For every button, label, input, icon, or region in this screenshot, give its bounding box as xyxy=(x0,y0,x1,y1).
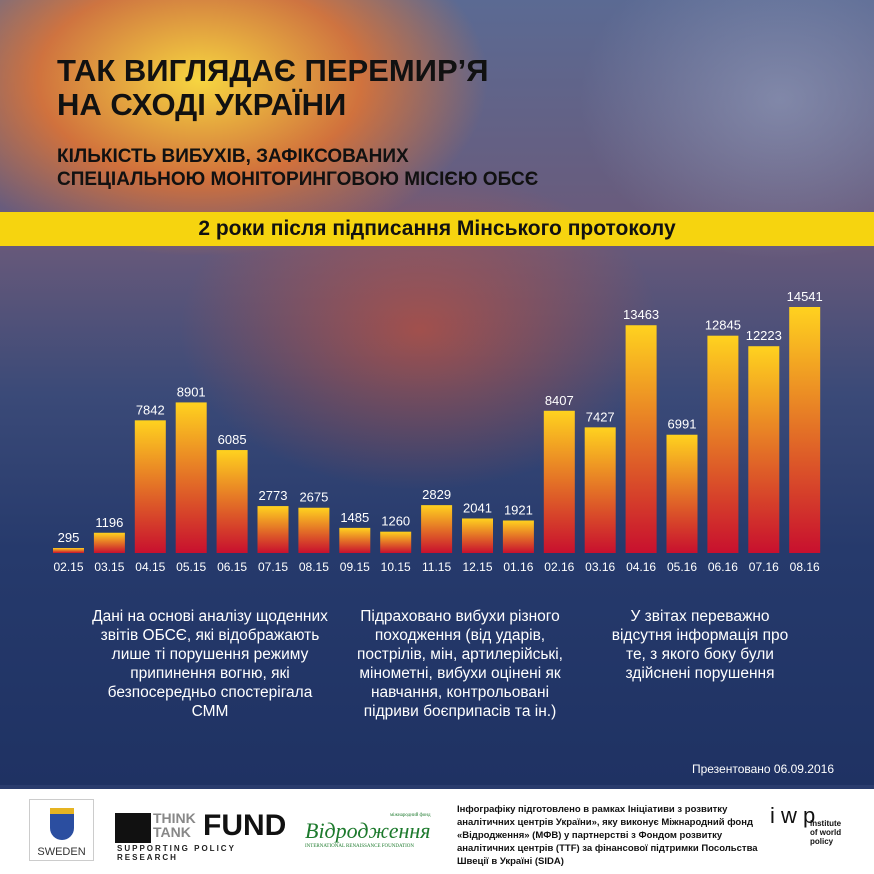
bar-12.15 xyxy=(462,518,493,553)
bar-07.16 xyxy=(748,346,780,553)
bar-07.15 xyxy=(257,506,289,553)
renaissance-foundation-logo: міжнародний фонд Відродження INTERNATIONAL… xyxy=(305,813,431,849)
x-tick-label: 07.15 xyxy=(258,560,288,574)
x-tick-label: 08.15 xyxy=(299,560,329,574)
x-tick-label: 12.15 xyxy=(462,560,492,574)
x-tick-label: 06.15 xyxy=(217,560,247,574)
x-tick-label: 06.16 xyxy=(708,560,738,574)
x-tick-label: 11.15 xyxy=(422,560,451,574)
value-label: 1485 xyxy=(340,510,369,525)
note-2: Підраховано вибухи різного походження (в… xyxy=(357,608,563,720)
x-tick-label: 09.15 xyxy=(340,560,370,574)
value-label: 2773 xyxy=(259,488,288,503)
x-tick-label: 04.15 xyxy=(135,560,165,574)
value-label: 7427 xyxy=(586,409,615,424)
value-label: 6085 xyxy=(218,432,247,447)
x-tick-label: 03.16 xyxy=(585,560,615,574)
x-tick-label: 04.16 xyxy=(626,560,656,574)
value-label: 2041 xyxy=(463,500,492,515)
x-tick-label: 02.15 xyxy=(53,560,83,574)
page-title: Так виглядає перемир’я на Сході України xyxy=(57,53,489,122)
value-label: 1196 xyxy=(95,515,123,530)
x-tick-label: 02.16 xyxy=(544,560,574,574)
bar-10.15 xyxy=(380,531,412,553)
iwp-logo: i w p institute of world policy xyxy=(770,803,842,846)
bar-05.15 xyxy=(175,402,207,553)
sweden-logo: SWEDEN xyxy=(29,799,94,861)
x-tick-label: 10.15 xyxy=(381,560,411,574)
value-label: 14541 xyxy=(787,289,823,304)
value-label: 2829 xyxy=(422,487,451,502)
footer: SWEDEN THINK TANK FUND SUPPORTING POLICY RE… xyxy=(0,785,874,874)
value-label: 8407 xyxy=(545,393,574,408)
bar-04.15 xyxy=(134,420,166,553)
bar-08.15 xyxy=(298,507,330,553)
note-1: Дані на основі аналізу щоденних звітів О… xyxy=(92,608,328,720)
bar-02.16 xyxy=(543,410,575,553)
subtitle: Кількість вибухів, зафіксованих спеціальн… xyxy=(57,146,539,190)
value-label: 8901 xyxy=(177,384,206,399)
bar-03.15 xyxy=(93,532,125,553)
value-label: 6991 xyxy=(668,417,697,432)
bar-03.16 xyxy=(584,427,616,553)
x-tick-label: 08.16 xyxy=(790,560,820,574)
value-label: 12223 xyxy=(746,328,782,343)
bar-chart: 295 02.15 1196 03.15 7842 04.15 8901 05.15 6085 0… xyxy=(53,289,823,574)
value-label: 13463 xyxy=(623,307,659,322)
footer-credits: Інфографіку підготовлено в рамках Ініціа… xyxy=(457,804,758,867)
think-tank-fund-logo: THINK TANK FUND SUPPORTING POLICY RESEARCH xyxy=(115,809,287,862)
note-3: У звітах переважно відсутня інформація п… xyxy=(611,608,789,682)
bar-09.15 xyxy=(339,527,371,553)
value-label: 2675 xyxy=(299,490,328,505)
bar-01.16 xyxy=(502,520,534,553)
bar-05.16 xyxy=(666,434,698,553)
bar-04.16 xyxy=(625,325,657,553)
crown-crest-icon xyxy=(50,808,74,840)
bar-06.15 xyxy=(216,450,248,553)
x-tick-label: 05.16 xyxy=(667,560,697,574)
x-tick-label: 01.16 xyxy=(503,560,533,574)
bar-02.15 xyxy=(53,548,84,553)
x-tick-label: 07.16 xyxy=(749,560,779,574)
bar-11.15 xyxy=(421,505,453,553)
x-tick-label: 03.15 xyxy=(94,560,124,574)
presented-date: Презентовано 06.09.2016 xyxy=(691,762,834,776)
x-tick-label: 05.15 xyxy=(176,560,206,574)
value-label: 12845 xyxy=(705,318,741,333)
value-label: 1921 xyxy=(504,503,533,518)
value-label: 295 xyxy=(58,530,80,545)
value-label: 1260 xyxy=(381,514,410,529)
bar-06.16 xyxy=(707,335,739,553)
period-band: 2 роки після підписання Мінського проток… xyxy=(0,212,874,246)
value-label: 7842 xyxy=(136,402,165,417)
bar-08.16 xyxy=(789,307,821,553)
